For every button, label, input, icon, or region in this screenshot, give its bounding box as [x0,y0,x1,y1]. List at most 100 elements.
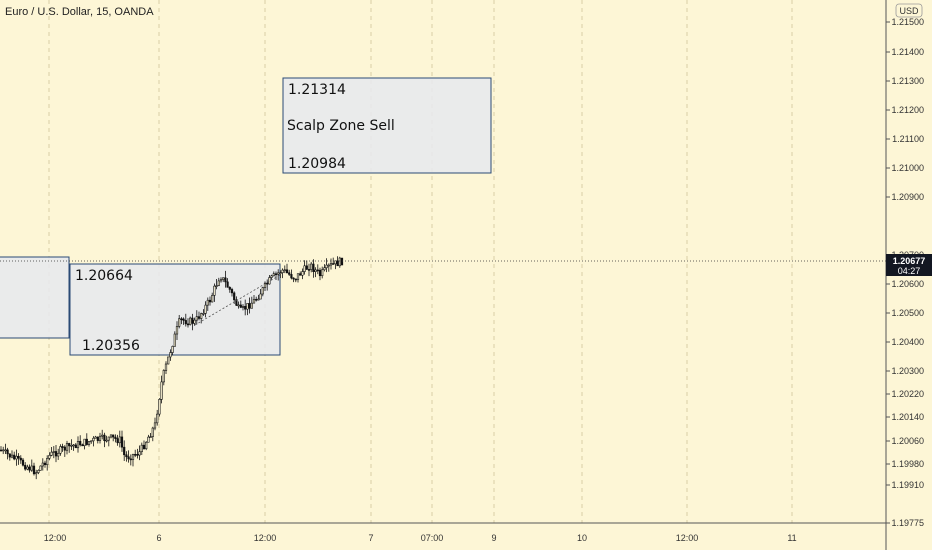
candle-body-36 [79,441,82,446]
candle-body-126 [277,272,280,275]
candle-body-3 [6,449,9,455]
chart-title: Euro / U.S. Dollar, 15, OANDA [5,6,154,18]
candle-body-61 [134,454,137,456]
time-tick-label-3: 7 [368,533,373,543]
candle-body-120 [263,282,267,288]
currency-badge[interactable] [895,3,923,18]
last-price-badge-bg [886,254,932,276]
candle-body-1 [2,449,5,452]
zones: 1.21314 Scalp Zone Sell 1.20984 1.20664 1.20… [0,77,492,356]
time-tick-label-8: 11 [787,533,796,543]
candle-body-37 [81,444,84,447]
candle-body-90 [197,316,201,319]
price-tick-label-9: 1.20500 [891,308,924,318]
candle-body-54 [118,436,121,444]
candle-body-77 [169,352,172,358]
candle-body-49 [107,436,110,441]
last-price-countdown: 04:27 [898,266,921,276]
candle-body-68 [149,436,152,438]
candle-body-109 [239,304,242,308]
candle-body-75 [164,363,168,371]
price-tick-label-13: 1.20140 [891,412,924,422]
candle-body-146 [321,269,324,277]
candle-body-107 [235,299,238,306]
zone-box-0[interactable] [282,77,492,174]
candle-body-144 [316,269,319,272]
candle-body-35 [76,441,80,449]
candle-body-102 [224,277,227,283]
time-tick-label-5: 9 [491,533,496,543]
candle-body-59 [129,458,132,461]
candle-body-121 [266,282,269,285]
candle-body-93 [204,304,207,314]
candle-body-76 [167,356,170,365]
candle-body-20 [43,462,47,466]
candle-body-129 [283,269,286,272]
zone-top-label-1: 1.20664 [75,268,133,284]
candle-body-19 [41,462,44,467]
candle-body-152 [334,260,337,265]
price-tick-label-2: 1.21300 [891,76,924,86]
candle-body-79 [173,333,176,347]
candle-body-50 [109,434,113,438]
candle-body-55 [120,436,124,448]
candle-body-64 [140,444,143,453]
candle-body-140 [307,269,311,271]
time-tick-label-2: 12:00 [254,533,277,543]
price-tick-label-5: 1.21000 [891,163,924,173]
candle-body-137 [301,271,304,276]
candle-body-78 [171,346,174,353]
candle-body-124 [272,273,275,277]
candle-body-143 [314,269,317,272]
candle-body-151 [332,263,335,265]
candle-body-114 [250,302,253,309]
candle-body-60 [131,454,135,460]
candle-body-95 [208,299,212,303]
candle-body-0 [0,449,3,452]
candle-body-2 [4,449,7,452]
time-ticks: 12:00 6 12:00 7 07:00 9 10 12:00 11 [44,533,797,543]
zone-box-2[interactable] [0,256,70,339]
candle-body-52 [114,436,117,439]
candle-body-46 [101,434,104,437]
candle-body-12 [26,466,29,470]
candle-body-43 [94,436,97,439]
candle-body-136 [299,273,302,276]
candle-body-47 [103,434,106,441]
candle-body-131 [288,272,291,275]
candle-body-5 [10,454,14,458]
candle-body-127 [279,272,282,275]
candle-body-62 [136,454,139,456]
candle-body-145 [318,269,322,277]
candle-body-81 [178,318,181,327]
candle-body-103 [226,281,229,288]
candle-body-134 [294,278,297,281]
candle-body-125 [274,273,278,276]
time-tick-label-6: 10 [577,533,587,543]
candle-body-72 [158,399,161,415]
candle-body-97 [213,285,216,296]
candle-body-26 [57,452,60,457]
candle-body-28 [61,446,64,448]
zone-bottom-label-1: 1.20356 [82,338,140,354]
price-tick-label-3: 1.21200 [891,105,924,115]
candle-body-132 [290,274,293,279]
time-tick-label-7: 12:00 [676,533,699,543]
candle-body-40 [87,441,91,445]
candle-body-113 [248,303,251,309]
candle-body-111 [244,306,247,310]
time-tick-label-0: 12:00 [44,533,67,543]
candle-body-25 [54,451,58,457]
candle-body-34 [74,444,77,449]
candle-body-41 [90,440,93,443]
candle-body-117 [257,298,260,301]
price-tick-label-8: 1.20600 [891,279,924,289]
candle-body-115 [252,298,256,304]
candle-body-65 [142,444,146,450]
candle-body-27 [59,446,62,454]
trend-dotted-line [194,274,281,326]
candle-body-148 [325,264,328,269]
candle-body-63 [138,451,141,456]
last-price-badge: 1.20677 04:27 [886,254,932,276]
